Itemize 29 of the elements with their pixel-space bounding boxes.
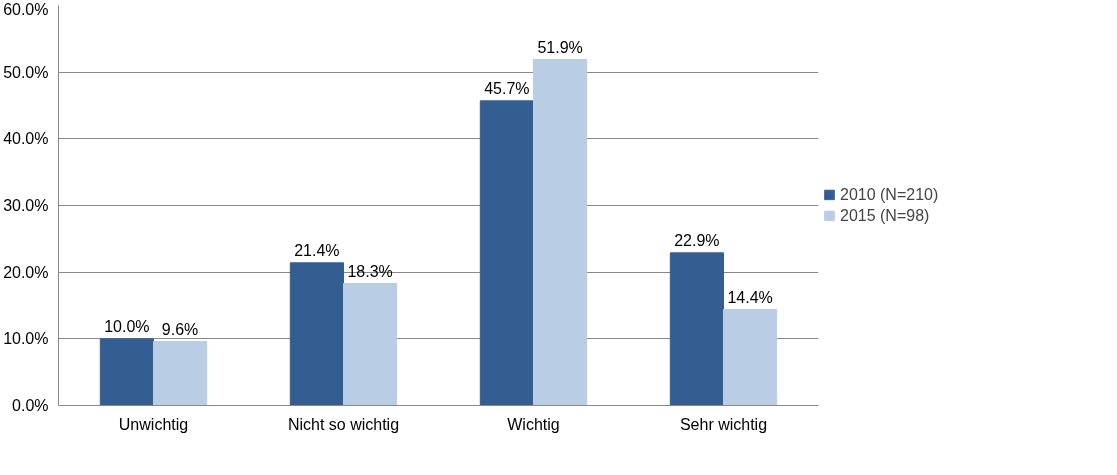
legend-label: 2015 (N=98) <box>840 206 930 225</box>
data-label: 18.3% <box>347 262 393 280</box>
bar <box>153 341 208 406</box>
bar <box>343 283 398 406</box>
y-tick-label: 60.0% <box>3 0 49 18</box>
data-label: 14.4% <box>727 288 773 306</box>
x-tick-label: Nicht so wichtig <box>287 415 400 433</box>
bar <box>479 100 534 406</box>
legend-label: 2010 (N=210) <box>840 185 939 204</box>
y-tick-label: 0.0% <box>12 397 49 414</box>
y-tick-label: 40.0% <box>3 130 49 148</box>
y-tick-label: 20.0% <box>3 263 49 281</box>
data-label: 45.7% <box>484 79 530 97</box>
data-label: 51.9% <box>537 38 583 56</box>
y-tick-label: 30.0% <box>3 197 49 214</box>
y-tick-label: 10.0% <box>3 330 49 348</box>
data-label: 21.4% <box>294 241 340 259</box>
y-tick-label: 50.0% <box>3 63 49 81</box>
x-tick-label: Unwichtig <box>118 415 189 433</box>
bar <box>533 59 588 406</box>
bar <box>289 262 344 406</box>
bar <box>723 309 778 406</box>
data-label: 22.9% <box>674 231 720 249</box>
x-tick-label: Sehr wichtig <box>679 415 768 433</box>
bar <box>669 252 724 406</box>
bar <box>99 338 154 406</box>
data-label: 9.6% <box>161 320 199 338</box>
data-label: 10.0% <box>104 317 150 335</box>
x-tick-label: Wichtig <box>507 415 560 433</box>
